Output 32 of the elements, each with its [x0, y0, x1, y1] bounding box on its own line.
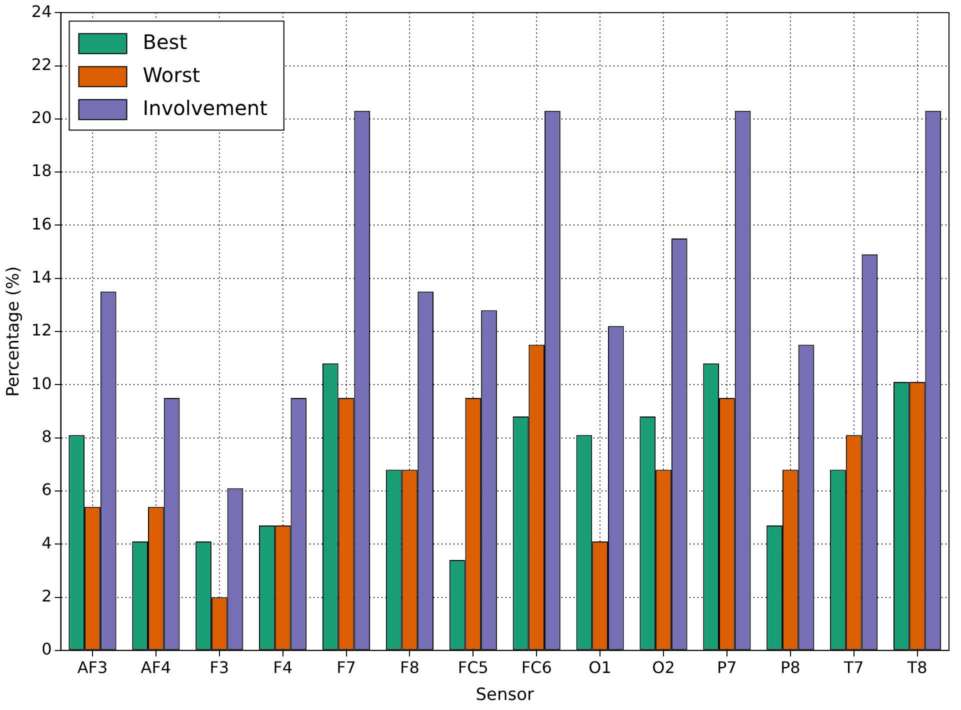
legend-label: Involvement	[142, 96, 268, 120]
y-tick-label: 10	[31, 374, 52, 393]
y-tick-label: 16	[31, 214, 52, 234]
y-tick-label: 14	[31, 268, 52, 287]
y-tick-label: 4	[42, 533, 52, 552]
y-tick-label: 6	[42, 480, 52, 500]
y-tick-label: 0	[42, 640, 52, 659]
y-tick-label: 2	[42, 586, 52, 606]
x-axis-title: Sensor	[476, 685, 534, 706]
x-tick-label: F4	[273, 658, 293, 678]
x-tick-label: T8	[906, 658, 928, 678]
x-tick-label: F7	[336, 658, 356, 678]
y-tick-label: 12	[31, 320, 52, 340]
x-tick-label: T7	[842, 658, 864, 678]
x-tick-label: FC6	[521, 658, 552, 678]
x-tick-label: FC5	[458, 658, 488, 678]
x-tick-label: O1	[588, 658, 612, 678]
x-tick-label: O2	[652, 658, 675, 678]
y-tick-label: 22	[31, 54, 52, 74]
y-tick-label: 24	[31, 2, 52, 21]
legend-label: Best	[142, 30, 188, 54]
y-tick-label: 18	[31, 161, 52, 180]
y-axis-title: Percentage (%)	[4, 266, 24, 397]
x-tick-label: F3	[210, 658, 230, 678]
x-tick-label: P7	[717, 658, 737, 678]
y-tick-label: 8	[42, 426, 52, 446]
x-tick-label: AF3	[77, 658, 108, 678]
x-tick-label: AF4	[140, 658, 172, 678]
legend-label: Worst	[142, 62, 200, 87]
y-tick-label: 20	[31, 108, 52, 128]
x-tick-label: P8	[780, 658, 800, 678]
x-tick-label: F8	[400, 658, 420, 678]
